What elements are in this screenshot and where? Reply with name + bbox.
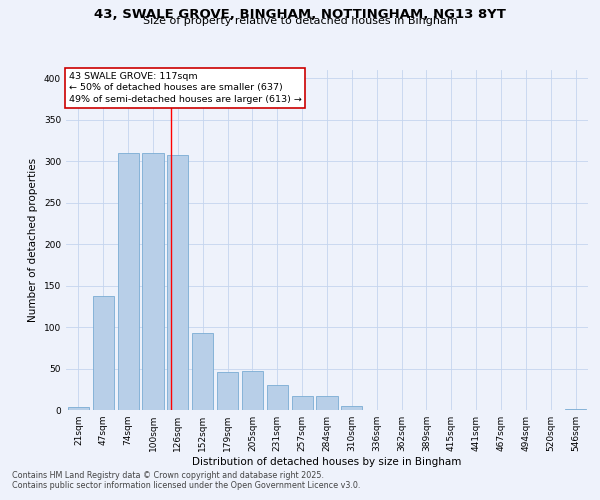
Bar	[192, 333, 213, 410]
X-axis label: Distribution of detached houses by size in Bingham: Distribution of detached houses by size …	[193, 457, 461, 467]
Bar	[316, 396, 338, 410]
Bar	[93, 296, 114, 410]
Bar	[242, 371, 263, 410]
Bar	[341, 406, 362, 410]
Bar	[267, 385, 288, 410]
Text: 43 SWALE GROVE: 117sqm
← 50% of detached houses are smaller (637)
49% of semi-de: 43 SWALE GROVE: 117sqm ← 50% of detached…	[68, 72, 301, 104]
Bar	[217, 372, 238, 410]
Bar	[565, 409, 586, 410]
Bar	[292, 396, 313, 410]
Y-axis label: Number of detached properties: Number of detached properties	[28, 158, 38, 322]
Text: Contains HM Land Registry data © Crown copyright and database right 2025.: Contains HM Land Registry data © Crown c…	[12, 471, 324, 480]
Bar	[68, 406, 89, 410]
Bar	[167, 154, 188, 410]
Bar	[142, 153, 164, 410]
Text: Size of property relative to detached houses in Bingham: Size of property relative to detached ho…	[143, 16, 457, 26]
Text: Contains public sector information licensed under the Open Government Licence v3: Contains public sector information licen…	[12, 481, 361, 490]
Text: 43, SWALE GROVE, BINGHAM, NOTTINGHAM, NG13 8YT: 43, SWALE GROVE, BINGHAM, NOTTINGHAM, NG…	[94, 8, 506, 20]
Bar	[118, 153, 139, 410]
